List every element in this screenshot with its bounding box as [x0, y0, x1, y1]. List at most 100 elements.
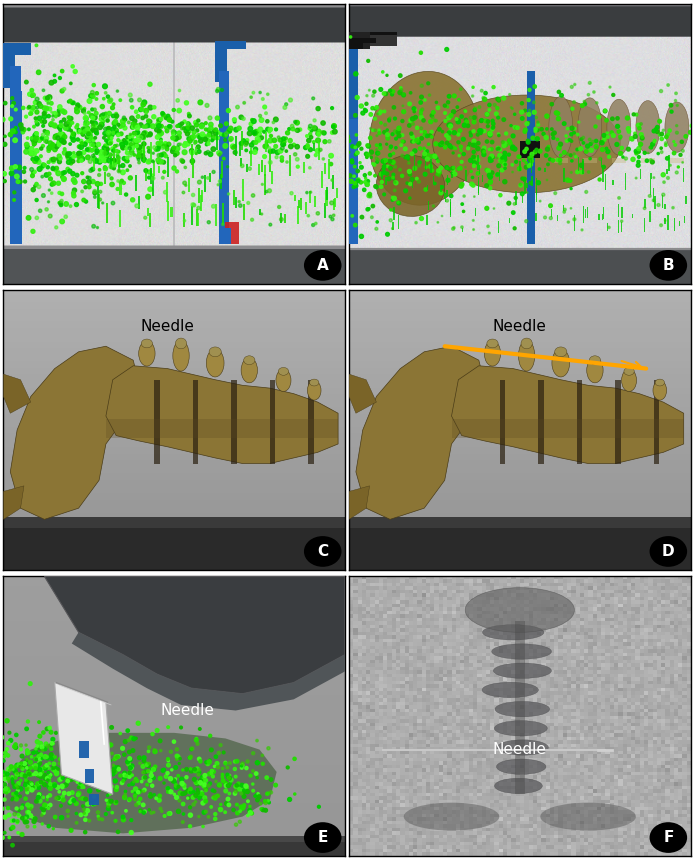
Point [499, 175, 510, 188]
Point [452, 135, 464, 149]
Bar [200, 195, 202, 211]
Point [125, 132, 136, 146]
Point [160, 136, 171, 150]
Point [189, 126, 200, 139]
Point [55, 151, 66, 165]
Point [10, 786, 22, 800]
Point [31, 194, 42, 207]
Point [82, 755, 93, 769]
Bar [370, 35, 397, 46]
Point [30, 812, 41, 826]
Point [479, 141, 490, 155]
Point [443, 89, 455, 103]
Point [212, 178, 223, 192]
Point [49, 757, 60, 771]
Point [360, 171, 371, 185]
Point [105, 137, 116, 150]
Point [432, 168, 443, 181]
Point [331, 108, 342, 122]
Point [146, 779, 158, 793]
Point [516, 105, 527, 119]
Point [65, 795, 76, 808]
Point [97, 144, 108, 158]
Point [435, 186, 446, 200]
Point [459, 119, 470, 132]
Point [553, 85, 564, 99]
Point [317, 126, 328, 139]
Point [491, 107, 502, 120]
Point [559, 203, 570, 217]
Point [29, 137, 40, 150]
Point [98, 114, 109, 128]
Point [130, 792, 141, 806]
Point [292, 124, 303, 138]
Point [130, 798, 142, 812]
Point [22, 138, 33, 151]
Point [15, 739, 26, 752]
Point [153, 119, 164, 132]
Point [183, 132, 194, 145]
Point [244, 804, 255, 818]
Point [478, 148, 489, 162]
Point [214, 175, 226, 188]
Point [6, 793, 17, 807]
Point [520, 156, 532, 169]
Point [261, 771, 272, 784]
Point [484, 103, 495, 117]
Point [183, 107, 194, 120]
Point [176, 721, 187, 734]
Point [422, 144, 433, 158]
Point [375, 167, 387, 181]
Point [131, 199, 142, 212]
Point [104, 771, 115, 784]
Bar [603, 207, 604, 219]
Point [158, 141, 169, 155]
Point [96, 109, 108, 123]
Point [201, 783, 212, 796]
Point [312, 144, 323, 157]
Point [20, 773, 31, 787]
Point [286, 187, 297, 200]
Point [391, 126, 403, 139]
Point [217, 767, 228, 781]
Point [124, 159, 135, 173]
Point [378, 65, 389, 79]
Point [186, 132, 197, 145]
Point [170, 772, 181, 786]
Point [415, 95, 426, 109]
Point [99, 126, 110, 140]
Bar [563, 205, 564, 211]
Point [463, 142, 474, 156]
Point [87, 123, 99, 137]
Point [371, 222, 382, 236]
Point [222, 770, 233, 783]
Point [7, 775, 18, 789]
Point [72, 118, 83, 132]
Point [279, 132, 290, 146]
Point [144, 153, 155, 167]
Point [191, 734, 202, 747]
Point [84, 171, 95, 185]
Point [387, 156, 398, 169]
Point [108, 142, 119, 156]
Point [458, 205, 469, 218]
Point [434, 122, 445, 136]
Point [54, 120, 65, 134]
Point [251, 767, 262, 781]
Point [33, 180, 44, 194]
Point [379, 105, 390, 119]
Point [181, 763, 192, 777]
Ellipse shape [665, 102, 689, 152]
Point [26, 780, 37, 794]
Point [448, 146, 459, 160]
Point [199, 791, 210, 805]
Point [200, 795, 211, 808]
Point [112, 128, 124, 142]
Point [239, 96, 250, 110]
Point [65, 147, 76, 161]
Point [224, 771, 235, 784]
Point [35, 737, 46, 751]
Bar [220, 175, 222, 189]
Ellipse shape [578, 98, 602, 157]
Bar [477, 155, 479, 170]
